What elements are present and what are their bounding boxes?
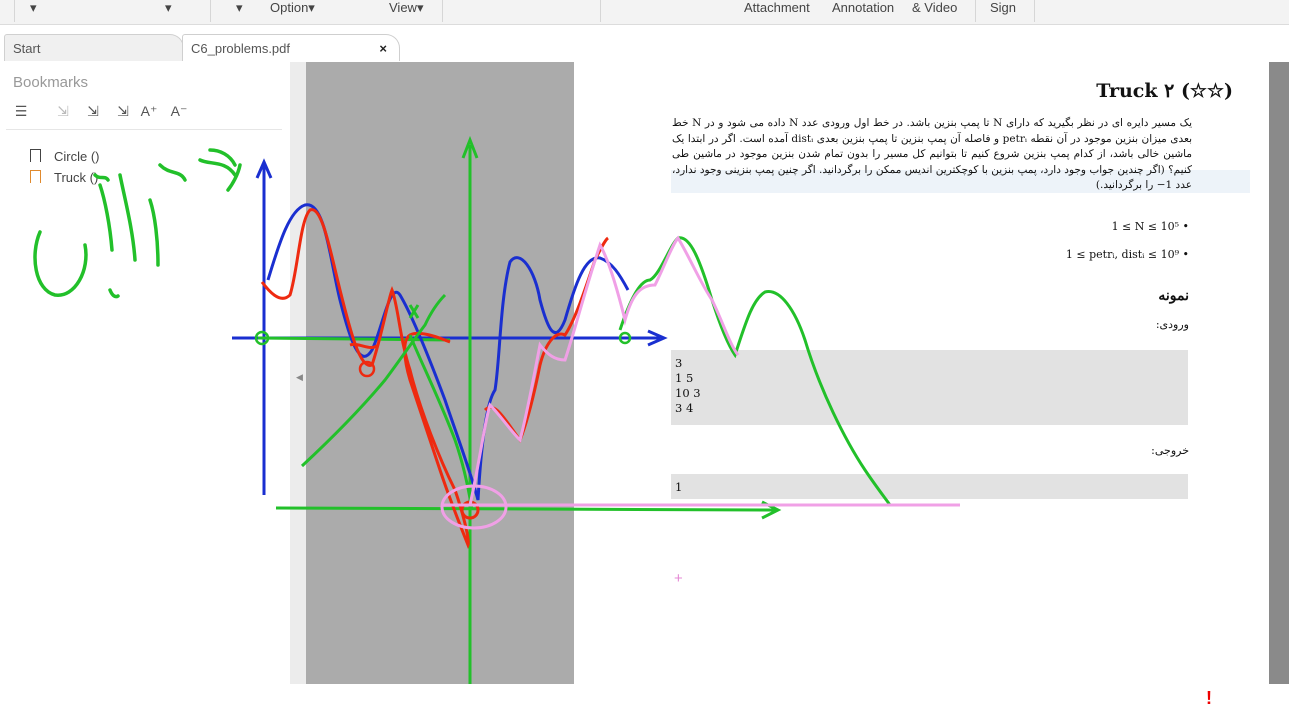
constraint-n: 1 ≤ N ≤ 10⁵ • — [1111, 220, 1189, 233]
video-button[interactable]: & Video — [912, 0, 958, 15]
toolbar-separator — [210, 0, 211, 22]
top-toolbar: ▾ ▾ ▾ Option▾ View▾ Attachment Annotatio… — [0, 0, 1289, 25]
bookmark-icon — [30, 149, 41, 162]
problem-description: یک مسیر دایره ای در نظر بگیرید که دارای … — [672, 117, 1193, 191]
bookmark-label: Circle () — [54, 149, 100, 164]
toolbar-separator — [442, 0, 443, 22]
crosshair-cursor-icon: + — [674, 570, 683, 587]
tab-c6-problems[interactable]: C6_problems.pdf × — [182, 34, 400, 61]
tab-label: Start — [13, 41, 41, 56]
bookmark-truck[interactable]: Truck () — [30, 169, 99, 187]
delete-bookmark-icon[interactable]: ⇲ — [117, 103, 129, 119]
sample-heading: نمونه — [1158, 288, 1189, 304]
constraint-petr-dist: 1 ≤ petrᵢ, distᵢ ≤ 10⁹ • — [1065, 248, 1189, 261]
input-label: ورودی: — [1155, 318, 1189, 331]
toolbar-separator — [600, 0, 601, 22]
bookmarks-panel: Bookmarks ☰ ⇲ ⇲ ⇲ A⁺ A⁻ Circle () Truck … — [0, 62, 290, 684]
add-bookmark-icon[interactable]: ⇲ — [57, 103, 69, 119]
bookmark-icon — [30, 170, 41, 183]
toolbar-separator — [1034, 0, 1035, 22]
document-background — [306, 62, 574, 684]
pdf-page: (☆☆) Truck ۲ یک مسیر دایره ای در نظر بگی… — [574, 62, 1269, 684]
font-decrease-icon[interactable]: A⁻ — [170, 103, 188, 119]
toolbar-separator — [14, 0, 15, 22]
panel-title: Bookmarks — [13, 74, 89, 91]
divider — [6, 129, 282, 130]
close-icon[interactable]: × — [379, 41, 387, 56]
collapse-arrow-icon[interactable]: ◀ — [296, 372, 303, 382]
status-area — [0, 684, 1289, 716]
warning-mark: ! — [1206, 688, 1212, 708]
add-child-bookmark-icon[interactable]: ⇲ — [87, 103, 99, 119]
view-menu[interactable]: View▾ — [389, 0, 424, 15]
toolbar-separator — [975, 0, 976, 22]
output-block: 1 — [671, 474, 1188, 499]
toolbar-dropdown-3[interactable]: ▾ — [236, 0, 243, 15]
sign-button[interactable]: Sign — [990, 0, 1017, 15]
attachment-button[interactable]: Attachment — [744, 0, 810, 15]
toolbar-dropdown-2[interactable]: ▾ — [165, 0, 172, 15]
toolbar-dropdown-1[interactable]: ▾ — [30, 0, 37, 15]
tab-start[interactable]: Start — [4, 34, 184, 61]
annotation-button[interactable]: Annotation — [832, 0, 895, 15]
tab-label: C6_problems.pdf — [191, 41, 290, 56]
input-block: 3 1 5 10 3 3 4 — [671, 350, 1188, 425]
option-menu[interactable]: Option▾ — [270, 0, 315, 15]
problem-title: (☆☆) Truck ۲ — [1096, 80, 1233, 102]
bookmark-label: Truck () — [54, 170, 99, 185]
vertical-scrollbar[interactable] — [1269, 62, 1289, 684]
bookmark-circle[interactable]: Circle () — [30, 148, 100, 166]
tab-bar: Start C6_problems.pdf × — [0, 34, 1289, 62]
font-increase-icon[interactable]: A⁺ — [140, 103, 158, 119]
text-highlight — [671, 170, 1250, 193]
output-label: خروجی: — [1151, 444, 1189, 457]
bookmark-menu-icon[interactable]: ☰ — [14, 103, 28, 119]
